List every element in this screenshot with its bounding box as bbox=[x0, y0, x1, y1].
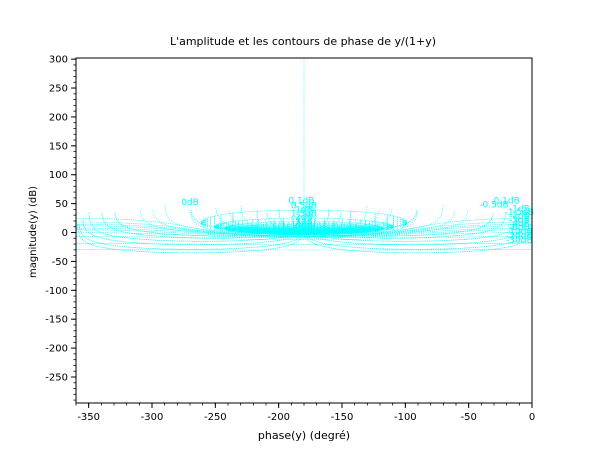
x-tick-label: -100 bbox=[394, 412, 417, 423]
y-tick-label: 100 bbox=[49, 170, 68, 181]
contour-label: 6dB bbox=[295, 222, 313, 232]
y-axis-label: magnitude(y) (dB) bbox=[28, 186, 39, 278]
gain-contour bbox=[76, 225, 532, 237]
x-tick-label: 0 bbox=[529, 412, 535, 423]
gain-contour bbox=[76, 229, 532, 238]
contour-label: 3dB bbox=[295, 217, 313, 227]
x-tick-label: -300 bbox=[141, 412, 164, 423]
gain-contour bbox=[76, 236, 532, 240]
phase-contour bbox=[88, 212, 317, 242]
gain-contour bbox=[76, 223, 532, 237]
y-axis: -250 -200 -150 -100 -50 0 50 100 150 200 250 300 bbox=[45, 55, 76, 401]
x-tick-label: -250 bbox=[204, 412, 227, 423]
contour-label: -10dB bbox=[506, 227, 533, 237]
contour-label: 10dB bbox=[292, 224, 315, 234]
y-tick-label: 150 bbox=[49, 141, 68, 152]
contour-label: -1.5dB bbox=[505, 208, 534, 218]
gain-contour bbox=[231, 223, 377, 236]
phase-contour bbox=[77, 224, 306, 254]
phase-contour bbox=[114, 213, 342, 237]
x-axis: -350 -300 -250 -200 -150 -100 -50 0 bbox=[75, 403, 535, 423]
contour-label: 0.1dB bbox=[288, 197, 314, 207]
chart-title: L'amplitude et les contours de phase de … bbox=[170, 35, 436, 48]
x-tick-label: -150 bbox=[331, 412, 354, 423]
phase-contour bbox=[78, 220, 307, 250]
contour-label: 1.5dB bbox=[291, 209, 317, 219]
x-tick-label: -350 bbox=[77, 412, 100, 423]
gain-contour bbox=[76, 243, 532, 245]
phase-contour bbox=[240, 205, 469, 235]
phase-contour bbox=[139, 205, 368, 235]
y-tick-label: -100 bbox=[45, 286, 68, 297]
y-tick-label: -50 bbox=[52, 257, 68, 268]
phase-contour bbox=[266, 213, 494, 237]
contour-label: -2dB bbox=[509, 212, 530, 222]
contour-label: 1dB bbox=[295, 205, 313, 215]
phase-contour bbox=[101, 209, 330, 239]
x-axis-label: phase(y) (degré) bbox=[258, 429, 350, 442]
contour-label: -4dB bbox=[509, 220, 530, 230]
phase-contour bbox=[302, 224, 531, 254]
phase-contour bbox=[297, 216, 526, 246]
phase-contour bbox=[278, 209, 507, 239]
y-tick-label: 300 bbox=[49, 55, 68, 66]
contour-label: -0.5dB bbox=[479, 201, 508, 211]
phase-contour bbox=[215, 204, 444, 234]
contour-label: -30dB bbox=[506, 236, 533, 246]
contour-label: -3dB bbox=[509, 216, 530, 226]
contour-label: 2dB bbox=[295, 213, 313, 223]
phase-contour bbox=[291, 212, 520, 242]
contour-label: -1dB bbox=[509, 205, 530, 215]
contour-label: 0.5dB bbox=[291, 201, 317, 211]
contour-label: 0.1dB bbox=[494, 197, 520, 207]
y-tick-label: 250 bbox=[49, 84, 68, 95]
phase-contour bbox=[82, 216, 311, 246]
contour-labels: 0dB 0.1dB0.5dB1dB1.5dB2dB3dB4dB6dB10dB0.1… bbox=[181, 197, 534, 246]
y-tick-label: -200 bbox=[45, 344, 68, 355]
x-tick-label: -200 bbox=[267, 412, 290, 423]
contour-label: 4dB bbox=[295, 220, 313, 230]
gain-contour bbox=[76, 227, 532, 238]
x-tick-label: -50 bbox=[460, 412, 476, 423]
phase-contour bbox=[152, 210, 380, 234]
y-tick-label: 200 bbox=[49, 112, 68, 123]
y-tick-label: -150 bbox=[45, 315, 68, 326]
phase-contour bbox=[301, 220, 530, 250]
contour-label: -6dB bbox=[509, 223, 530, 233]
contour-label: 0dB bbox=[181, 198, 199, 208]
y-tick-label: -250 bbox=[45, 372, 68, 383]
phase-contour bbox=[228, 210, 456, 234]
y-tick-label: 0 bbox=[62, 228, 68, 239]
gain-contour bbox=[254, 227, 354, 236]
phase-contour bbox=[164, 204, 393, 234]
contour-label: -20dB bbox=[506, 231, 533, 241]
contour-lines bbox=[76, 58, 532, 254]
y-tick-label: 50 bbox=[55, 199, 68, 210]
